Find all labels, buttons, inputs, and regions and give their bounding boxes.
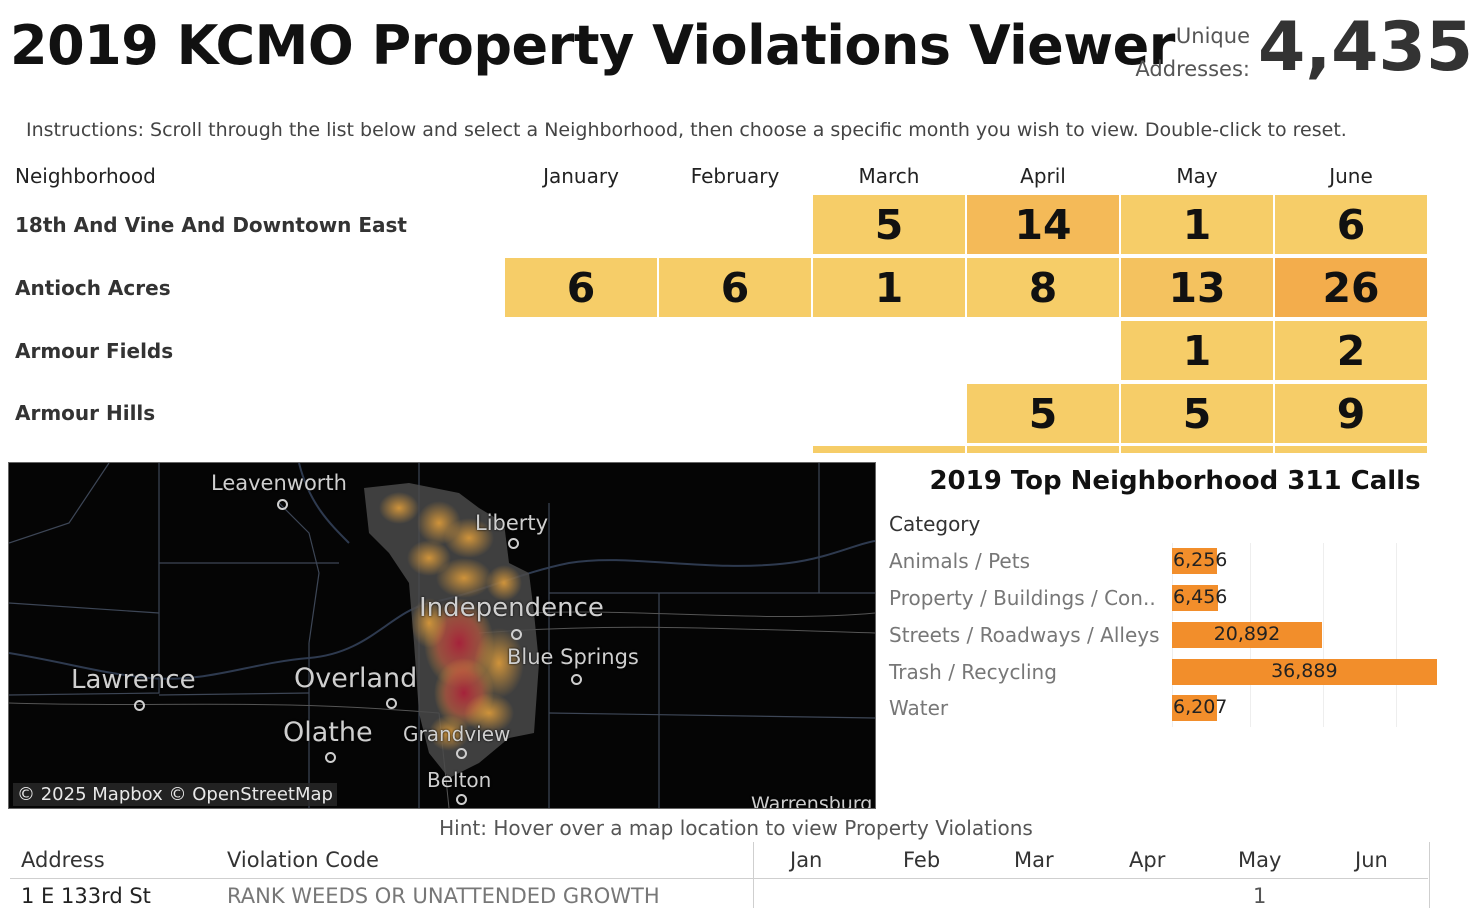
heat-cell-partial[interactable] bbox=[1275, 446, 1427, 453]
month-header-mar[interactable]: Mar bbox=[1014, 848, 1054, 872]
bar-3[interactable] bbox=[1172, 659, 1437, 685]
bar-0[interactable] bbox=[1172, 548, 1217, 574]
neighborhood-row-label[interactable]: Antioch Acres bbox=[15, 276, 171, 300]
heat-cell[interactable]: 14 bbox=[967, 195, 1119, 254]
map-label-independence: Independence bbox=[419, 593, 604, 623]
violations-map[interactable]: Leavenworth Liberty Independence Blue Sp… bbox=[8, 462, 876, 809]
month-header-jan[interactable]: Jan bbox=[790, 848, 823, 872]
column-divider bbox=[1429, 842, 1430, 908]
heat-cell[interactable]: 5 bbox=[1121, 384, 1273, 443]
may-count-cell[interactable]: 1 bbox=[1253, 884, 1267, 908]
bar-value-label: 6,456 bbox=[1173, 586, 1228, 608]
heat-cell[interactable]: 5 bbox=[813, 195, 965, 254]
column-divider bbox=[753, 842, 754, 908]
category-header: Category bbox=[889, 512, 981, 536]
heat-cell-partial[interactable] bbox=[967, 446, 1119, 453]
month-header-may[interactable]: May bbox=[1176, 164, 1218, 188]
month-header-april[interactable]: April bbox=[1020, 164, 1066, 188]
neighborhood-column-header[interactable]: Neighborhood bbox=[15, 164, 156, 188]
category-label[interactable]: Water bbox=[889, 696, 949, 720]
heat-cell[interactable]: 9 bbox=[1275, 384, 1427, 443]
heat-cell[interactable]: 2 bbox=[1275, 321, 1427, 380]
violation-column-header[interactable]: Violation Code bbox=[227, 848, 379, 872]
category-label[interactable]: Streets / Roadways / Alleys bbox=[889, 623, 1160, 647]
city-marker-icon bbox=[277, 499, 288, 510]
bar-value-label: 6,256 bbox=[1173, 549, 1228, 571]
month-header-apr[interactable]: Apr bbox=[1129, 848, 1166, 872]
map-label-warrensburg: Warrensburg bbox=[751, 793, 873, 809]
month-header-january[interactable]: January bbox=[543, 164, 619, 188]
map-label-belton: Belton bbox=[427, 768, 492, 792]
city-marker-icon bbox=[511, 629, 522, 640]
bar-value-label: 36,889 bbox=[1271, 660, 1338, 682]
month-header-march[interactable]: March bbox=[858, 164, 920, 188]
map-label-overland: Overland bbox=[294, 663, 418, 694]
map-label-lawrence: Lawrence bbox=[71, 665, 196, 695]
map-label-blue-springs: Blue Springs bbox=[507, 645, 639, 669]
heat-cell[interactable]: 6 bbox=[505, 258, 657, 317]
unique-addresses-label: Unique Addresses: bbox=[1130, 20, 1250, 86]
neighborhood-row-label[interactable]: Armour Fields bbox=[15, 339, 174, 363]
unique-label-line2: Addresses: bbox=[1135, 57, 1250, 81]
map-label-grandview: Grandview bbox=[403, 722, 511, 746]
month-header-february[interactable]: February bbox=[690, 164, 780, 188]
page-title: 2019 KCMO Property Violations Viewer bbox=[10, 14, 1175, 77]
violation-cell[interactable]: RANK WEEDS OR UNATTENDED GROWTH bbox=[227, 884, 660, 908]
city-marker-icon bbox=[456, 794, 467, 805]
heat-cell[interactable]: 6 bbox=[659, 258, 811, 317]
city-marker-icon bbox=[386, 698, 397, 709]
month-header-jun[interactable]: Jun bbox=[1355, 848, 1388, 872]
bar-value-label: 6,207 bbox=[1173, 696, 1228, 718]
heat-cell[interactable]: 5 bbox=[967, 384, 1119, 443]
hint-text: Hint: Hover over a map location to view … bbox=[439, 816, 1033, 840]
map-label-liberty: Liberty bbox=[475, 511, 549, 535]
category-label[interactable]: Trash / Recycling bbox=[889, 660, 1057, 684]
address-column-header[interactable]: Address bbox=[21, 848, 105, 872]
heat-cell[interactable]: 1 bbox=[1121, 195, 1273, 254]
map-attribution[interactable]: © 2025 Mapbox © OpenStreetMap bbox=[13, 783, 337, 806]
heat-cell[interactable]: 1 bbox=[813, 258, 965, 317]
map-label-olathe: Olathe bbox=[283, 717, 373, 748]
month-header-may[interactable]: May bbox=[1238, 848, 1282, 872]
map-label-leavenworth: Leavenworth bbox=[211, 471, 347, 495]
category-label[interactable]: Property / Buildings / Con.. bbox=[889, 586, 1156, 610]
unique-addresses-value: 4,435 bbox=[1258, 8, 1472, 87]
category-label[interactable]: Animals / Pets bbox=[889, 549, 1030, 573]
chart-title: 2019 Top Neighborhood 311 Calls bbox=[929, 466, 1421, 496]
bar-1[interactable] bbox=[1172, 585, 1219, 611]
city-marker-icon bbox=[134, 700, 145, 711]
unique-label-line1: Unique bbox=[1175, 24, 1250, 48]
gridline bbox=[1396, 543, 1397, 727]
heat-cell[interactable]: 8 bbox=[967, 258, 1119, 317]
month-header-feb[interactable]: Feb bbox=[903, 848, 941, 872]
heat-cell[interactable]: 6 bbox=[1275, 195, 1427, 254]
bar-4[interactable] bbox=[1172, 695, 1217, 721]
city-marker-icon bbox=[508, 538, 519, 549]
heat-cell-partial[interactable] bbox=[1121, 446, 1273, 453]
heat-cell[interactable]: 13 bbox=[1121, 258, 1273, 317]
city-marker-icon bbox=[325, 752, 336, 763]
instructions-text: Instructions: Scroll through the list be… bbox=[26, 119, 1347, 141]
neighborhood-row-label[interactable]: Armour Hills bbox=[15, 401, 156, 425]
address-cell[interactable]: 1 E 133rd St bbox=[21, 884, 151, 908]
gridline bbox=[1323, 543, 1324, 727]
header-divider bbox=[10, 878, 1428, 879]
heat-cell-partial[interactable] bbox=[813, 446, 965, 453]
month-header-june[interactable]: June bbox=[1329, 164, 1373, 188]
map-canvas[interactable] bbox=[9, 463, 875, 808]
city-marker-icon bbox=[456, 748, 467, 759]
heat-cell[interactable]: 1 bbox=[1121, 321, 1273, 380]
bar-2[interactable] bbox=[1172, 622, 1322, 648]
neighborhood-row-label[interactable]: 18th And Vine And Downtown East bbox=[15, 213, 407, 237]
city-marker-icon bbox=[571, 674, 582, 685]
bar-value-label: 20,892 bbox=[1213, 623, 1281, 645]
violation-heatmap[interactable] bbox=[379, 492, 524, 751]
heat-cell[interactable]: 26 bbox=[1275, 258, 1427, 317]
